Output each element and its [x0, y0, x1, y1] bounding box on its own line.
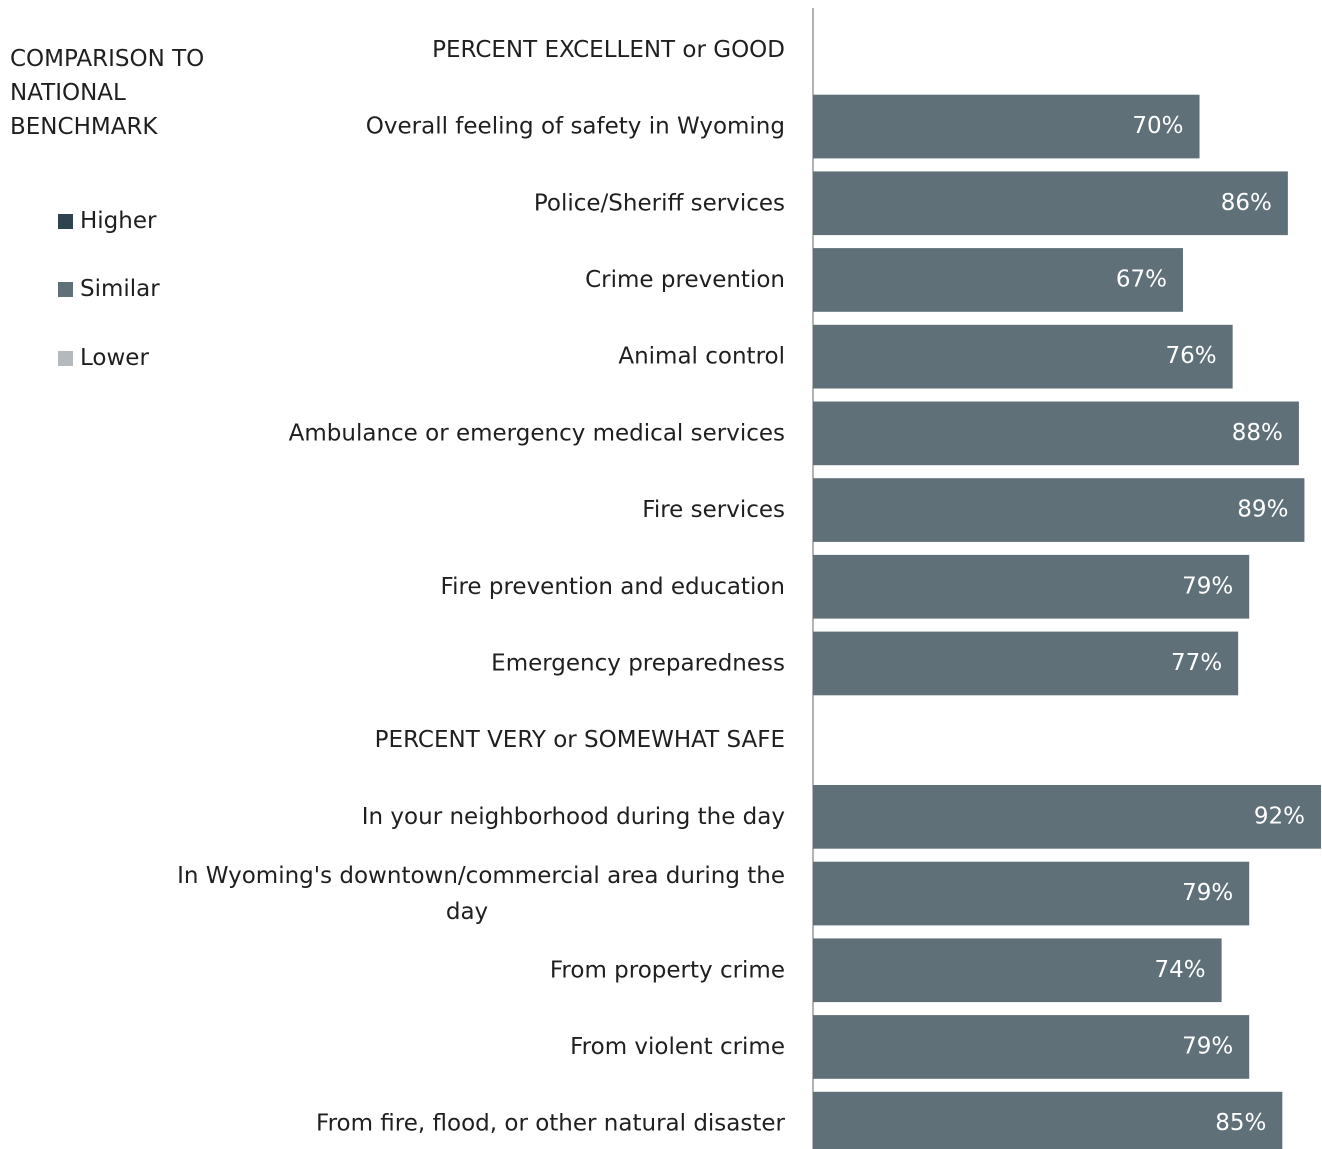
bar-value-label: 88%: [1232, 420, 1283, 446]
bar-value-label: 67%: [1116, 266, 1167, 292]
category-label: Emergency preparedness: [491, 650, 785, 676]
bar: [813, 554, 1250, 619]
category-label: From fire, flood, or other natural disas…: [316, 1111, 786, 1137]
category-label: From property crime: [550, 957, 785, 983]
category-label-line: In Wyoming's downtown/commercial area du…: [177, 863, 785, 889]
category-label-line: day: [446, 899, 488, 925]
legend-title-line: NATIONAL: [10, 80, 126, 106]
bar: [813, 401, 1299, 466]
category-label: Crime prevention: [585, 267, 785, 293]
bar-value-label: 89%: [1237, 497, 1288, 523]
category-label: In Wyoming's downtown/commercial area du…: [177, 863, 785, 925]
legend-item-similar: Similar: [58, 274, 160, 304]
legend-label-lower: Lower: [80, 345, 149, 371]
legend-swatch-higher: [58, 213, 73, 229]
legend-title: COMPARISON TO NATIONAL BENCHMARK: [10, 42, 240, 144]
bar: [813, 171, 1288, 236]
bar: [813, 324, 1233, 389]
bar: [813, 94, 1200, 159]
category-label: Fire services: [642, 497, 785, 523]
category-label: From violent crime: [570, 1034, 785, 1060]
bar: [813, 1015, 1250, 1079]
bar-value-label: 70%: [1132, 113, 1183, 139]
legend-item-higher: Higher: [58, 206, 156, 236]
category-label: Ambulance or emergency medical services: [289, 420, 785, 446]
bar: [813, 1091, 1283, 1149]
bar: [813, 938, 1222, 1003]
bar-value-label: 85%: [1215, 1110, 1266, 1136]
bar: [813, 631, 1239, 696]
legend-label-similar: Similar: [80, 276, 160, 302]
bar-value-label: 76%: [1166, 343, 1217, 369]
bar: [813, 248, 1183, 312]
legend-item-lower: Lower: [58, 343, 149, 373]
category-label: Fire prevention and education: [441, 574, 785, 600]
category-label: Animal control: [618, 344, 785, 370]
bar-value-label: 79%: [1182, 880, 1233, 906]
bar-value-label: 92%: [1254, 803, 1305, 829]
category-label: In your neighborhood during the day: [362, 804, 785, 830]
bar-value-label: 77%: [1171, 650, 1222, 676]
legend-swatch-similar: [58, 281, 73, 297]
bar-value-label: 86%: [1221, 190, 1272, 216]
legend-label-higher: Higher: [80, 208, 157, 234]
bar-value-label: 79%: [1182, 573, 1233, 599]
legend-title-line: COMPARISON TO: [10, 46, 205, 72]
legend-swatch-lower: [58, 350, 73, 366]
legend-title-line: BENCHMARK: [10, 114, 158, 140]
section-header-label: PERCENT VERY or SOMEWHAT SAFE: [375, 727, 785, 753]
section-header-label: PERCENT EXCELLENT or GOOD: [432, 37, 785, 63]
category-label: Overall feeling of safety in Wyoming: [366, 114, 785, 140]
bar-value-label: 74%: [1154, 957, 1205, 983]
bar: [813, 785, 1321, 849]
bar: [813, 478, 1305, 542]
bar-value-label: 79%: [1182, 1033, 1233, 1059]
bar: [813, 861, 1250, 926]
category-label: Police/Sheriff services: [534, 190, 785, 216]
chart-rows: PERCENT EXCELLENT or GOOD Overall feeling…: [177, 37, 1321, 1149]
